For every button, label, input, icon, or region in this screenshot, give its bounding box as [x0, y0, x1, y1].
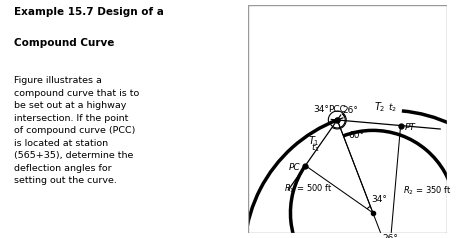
Text: 26°: 26° [342, 106, 358, 115]
Text: 34°: 34° [313, 105, 329, 114]
Bar [248, 5, 447, 233]
Text: $t_1$: $t_1$ [311, 141, 320, 154]
Text: Compound Curve: Compound Curve [14, 38, 114, 48]
Text: $T_2$: $T_2$ [374, 100, 385, 114]
Text: 60°: 60° [348, 131, 364, 140]
Text: $R_1$ = 500 ft: $R_1$ = 500 ft [284, 183, 333, 195]
Text: PCC: PCC [328, 105, 346, 114]
Text: PC: PC [289, 163, 301, 172]
Text: $R_2$ = 350 ft: $R_2$ = 350 ft [403, 184, 452, 197]
Text: PT: PT [405, 123, 415, 132]
Text: $t_2$: $t_2$ [388, 101, 397, 114]
Text: 26°: 26° [383, 234, 398, 238]
Text: Example 15.7 Design of a: Example 15.7 Design of a [14, 7, 164, 17]
Text: $T_1$: $T_1$ [308, 134, 320, 148]
Text: Figure illustrates a
compound curve that is to
be set out at a highway
intersect: Figure illustrates a compound curve that… [14, 76, 139, 185]
Text: 34°: 34° [371, 195, 387, 204]
